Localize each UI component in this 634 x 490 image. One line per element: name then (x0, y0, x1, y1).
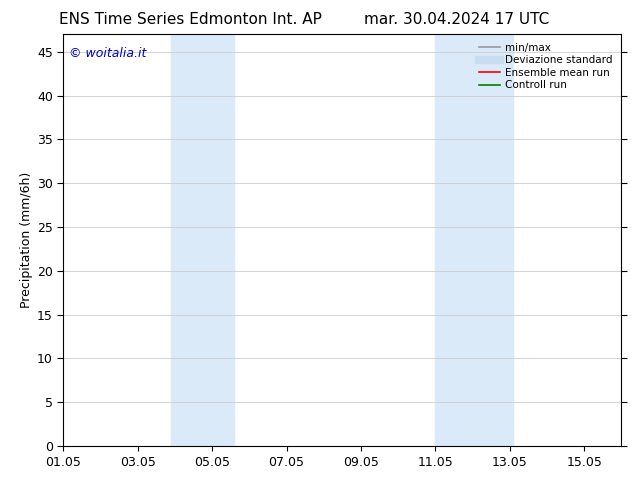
Bar (171, 34, 235, 446)
Text: mar. 30.04.2024 17 UTC: mar. 30.04.2024 17 UTC (364, 12, 549, 27)
Text: © woitalia.it: © woitalia.it (69, 47, 146, 60)
Y-axis label: Precipitation (mm/6h): Precipitation (mm/6h) (20, 172, 33, 308)
Legend: min/max, Deviazione standard, Ensemble mean run, Controll run: min/max, Deviazione standard, Ensemble m… (476, 40, 616, 94)
Text: ENS Time Series Edmonton Int. AP: ENS Time Series Edmonton Int. AP (59, 12, 321, 27)
Bar (436, 34, 514, 446)
